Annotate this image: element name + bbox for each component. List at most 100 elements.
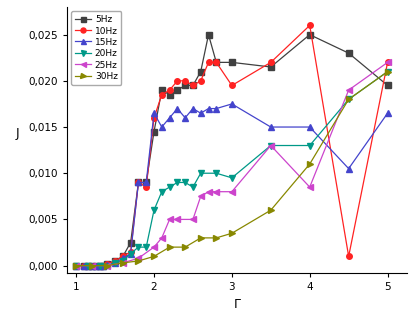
10Hz bbox=[384, 61, 389, 64]
10Hz bbox=[104, 262, 109, 266]
30Hz bbox=[135, 259, 140, 263]
Y-axis label: J: J bbox=[15, 127, 19, 140]
10Hz bbox=[112, 259, 117, 263]
15Hz bbox=[190, 107, 195, 110]
15Hz bbox=[112, 261, 117, 265]
5Hz bbox=[104, 262, 109, 266]
10Hz bbox=[229, 84, 234, 87]
5Hz bbox=[174, 88, 179, 92]
10Hz bbox=[213, 61, 218, 64]
Line: 30Hz: 30Hz bbox=[73, 69, 389, 268]
15Hz bbox=[89, 264, 94, 268]
20Hz bbox=[85, 264, 90, 268]
5Hz bbox=[182, 84, 187, 87]
5Hz bbox=[167, 93, 172, 97]
15Hz bbox=[206, 107, 211, 110]
15Hz bbox=[85, 264, 90, 268]
25Hz bbox=[135, 256, 140, 260]
Line: 25Hz: 25Hz bbox=[73, 60, 389, 268]
10Hz bbox=[159, 93, 164, 97]
5Hz bbox=[128, 240, 133, 244]
20Hz bbox=[198, 171, 203, 175]
20Hz bbox=[151, 208, 156, 212]
5Hz bbox=[101, 264, 106, 268]
30Hz bbox=[198, 236, 203, 240]
15Hz bbox=[174, 107, 179, 110]
20Hz bbox=[182, 180, 187, 184]
15Hz bbox=[182, 116, 187, 120]
10Hz bbox=[268, 61, 273, 64]
10Hz bbox=[167, 88, 172, 92]
5Hz bbox=[143, 180, 148, 184]
25Hz bbox=[151, 245, 156, 249]
25Hz bbox=[206, 190, 211, 194]
15Hz bbox=[167, 116, 172, 120]
X-axis label: Γ: Γ bbox=[233, 297, 240, 311]
5Hz bbox=[97, 264, 102, 268]
30Hz bbox=[89, 264, 94, 268]
10Hz bbox=[89, 264, 94, 268]
15Hz bbox=[268, 125, 273, 129]
30Hz bbox=[384, 70, 389, 74]
10Hz bbox=[345, 254, 350, 258]
10Hz bbox=[198, 79, 203, 83]
20Hz bbox=[74, 264, 78, 268]
25Hz bbox=[213, 190, 218, 194]
20Hz bbox=[128, 252, 133, 256]
10Hz bbox=[120, 254, 125, 258]
30Hz bbox=[182, 245, 187, 249]
30Hz bbox=[120, 261, 125, 265]
15Hz bbox=[93, 264, 98, 268]
5Hz bbox=[112, 259, 117, 263]
10Hz bbox=[135, 180, 140, 184]
30Hz bbox=[268, 208, 273, 212]
25Hz bbox=[74, 264, 78, 268]
10Hz bbox=[151, 116, 156, 120]
20Hz bbox=[120, 259, 125, 263]
10Hz bbox=[97, 264, 102, 268]
30Hz bbox=[74, 264, 78, 268]
15Hz bbox=[128, 252, 133, 256]
5Hz bbox=[74, 264, 78, 268]
25Hz bbox=[167, 217, 172, 221]
5Hz bbox=[229, 61, 234, 64]
20Hz bbox=[97, 264, 102, 268]
10Hz bbox=[174, 79, 179, 83]
15Hz bbox=[306, 125, 311, 129]
20Hz bbox=[143, 245, 148, 249]
5Hz bbox=[151, 130, 156, 133]
30Hz bbox=[229, 231, 234, 235]
30Hz bbox=[167, 245, 172, 249]
10Hz bbox=[143, 185, 148, 189]
30Hz bbox=[345, 98, 350, 101]
Line: 5Hz: 5Hz bbox=[73, 32, 389, 268]
20Hz bbox=[112, 261, 117, 265]
15Hz bbox=[229, 102, 234, 106]
5Hz bbox=[81, 264, 86, 268]
25Hz bbox=[198, 194, 203, 198]
25Hz bbox=[89, 264, 94, 268]
20Hz bbox=[213, 171, 218, 175]
20Hz bbox=[174, 180, 179, 184]
5Hz bbox=[198, 70, 203, 74]
25Hz bbox=[159, 236, 164, 240]
25Hz bbox=[120, 261, 125, 265]
10Hz bbox=[206, 61, 211, 64]
30Hz bbox=[104, 264, 109, 268]
15Hz bbox=[384, 111, 389, 115]
Line: 20Hz: 20Hz bbox=[73, 69, 389, 268]
15Hz bbox=[104, 263, 109, 267]
5Hz bbox=[268, 65, 273, 69]
5Hz bbox=[135, 180, 140, 184]
30Hz bbox=[151, 254, 156, 258]
10Hz bbox=[306, 23, 311, 27]
5Hz bbox=[93, 264, 98, 268]
10Hz bbox=[128, 250, 133, 254]
10Hz bbox=[81, 264, 86, 268]
25Hz bbox=[190, 217, 195, 221]
10Hz bbox=[101, 264, 106, 268]
15Hz bbox=[101, 264, 106, 268]
5Hz bbox=[345, 51, 350, 55]
15Hz bbox=[198, 111, 203, 115]
15Hz bbox=[97, 264, 102, 268]
